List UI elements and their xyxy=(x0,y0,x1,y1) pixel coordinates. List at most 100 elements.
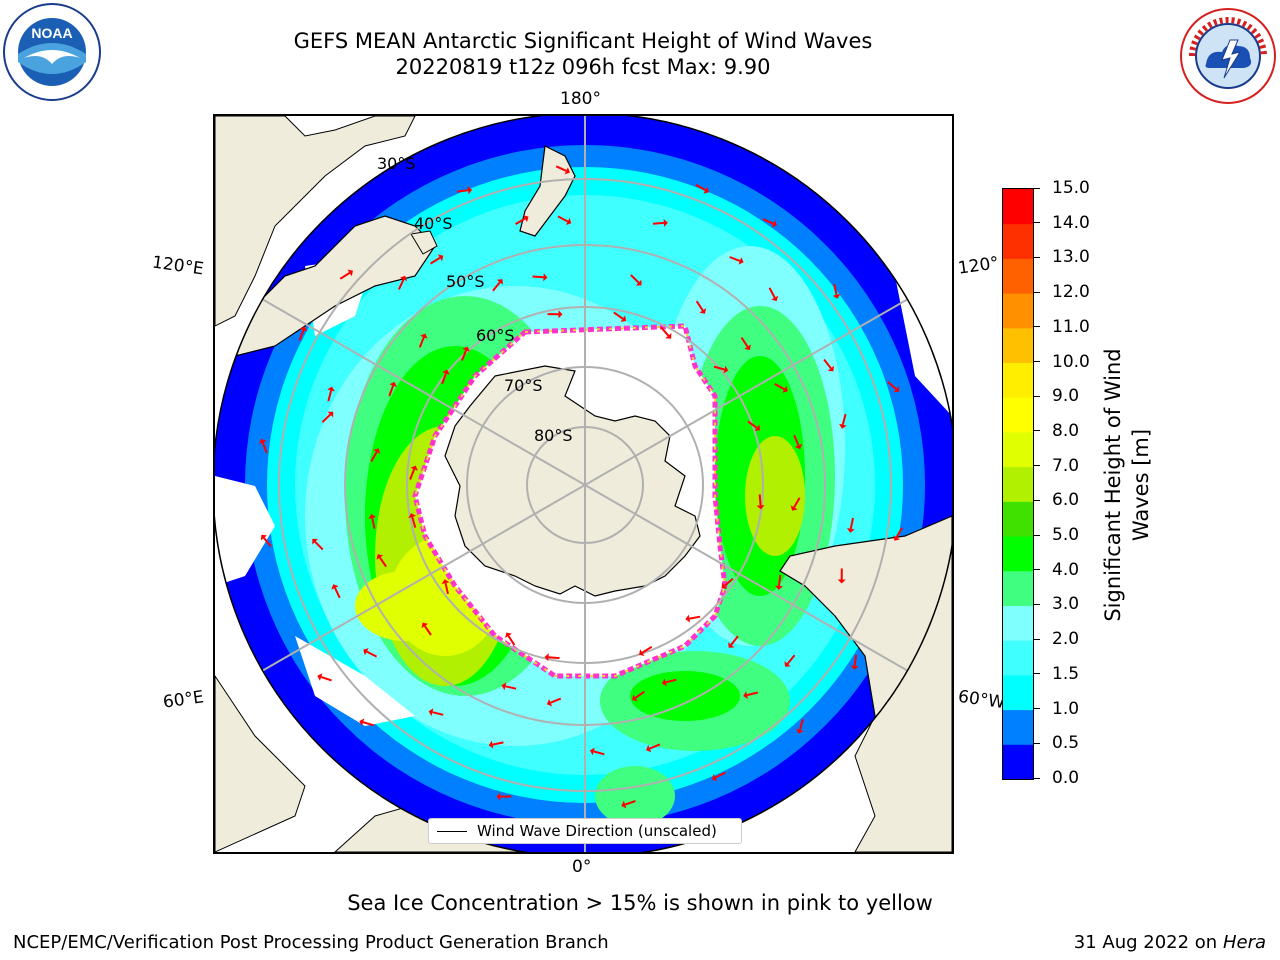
colorbar-tick-label: 5.0 xyxy=(1052,525,1080,546)
wind-arrow xyxy=(641,645,653,654)
colorbar-tick-label: 6.0 xyxy=(1052,490,1080,511)
wind-arrow-head xyxy=(496,279,503,285)
wind-arrow xyxy=(786,654,796,665)
colorbar-swatch xyxy=(1003,223,1033,259)
wind-arrow xyxy=(740,337,749,348)
wind-arrow xyxy=(505,685,517,690)
wind-arrow xyxy=(798,719,804,731)
wind-arrow-head xyxy=(743,691,748,699)
wind-arrow-head xyxy=(260,534,267,541)
colorbar-label: Significant Height of Wind Waves [m] xyxy=(1101,348,1153,622)
colorbar-tick-label: 0.5 xyxy=(1052,733,1080,754)
wind-arrow-head xyxy=(327,411,334,418)
wind-arrow xyxy=(613,311,624,320)
wave-height-field xyxy=(215,116,952,852)
colorbar-swatch xyxy=(1003,293,1033,329)
wind-arrow-head xyxy=(839,423,847,429)
colorbar-swatch xyxy=(1003,640,1033,676)
colorbar-swatch xyxy=(1003,466,1033,502)
wind-arrow xyxy=(557,215,569,223)
wind-arrow xyxy=(339,272,351,280)
wind-arrow-head xyxy=(756,505,765,510)
wind-arrow xyxy=(423,625,432,636)
wind-arrow-head xyxy=(661,678,667,687)
wind-arrow-head xyxy=(558,310,563,319)
wind-arrow xyxy=(833,283,838,296)
colorbar-tick-mark xyxy=(1034,673,1040,675)
wind-arrow xyxy=(457,189,469,193)
wind-arrow-head xyxy=(437,254,444,262)
wind-arrow-head xyxy=(794,443,803,450)
colorbar-tick-label: 3.0 xyxy=(1052,594,1080,615)
footer-branch: NCEP/EMC/Verification Post Processing Pr… xyxy=(13,932,609,953)
wind-arrow xyxy=(261,442,268,454)
wind-arrow xyxy=(758,494,762,506)
wind-arrow xyxy=(634,690,645,699)
wind-arrow-head xyxy=(775,585,783,590)
wind-arrow xyxy=(411,516,417,528)
wind-arrow-head xyxy=(347,269,353,277)
wind-arrow-head xyxy=(421,622,429,629)
wind-arrow-head xyxy=(312,538,318,545)
wind-arrow xyxy=(298,329,305,341)
colorbar-swatch xyxy=(1003,744,1033,780)
wind-arrow-head xyxy=(399,275,408,282)
wind-arrow xyxy=(409,468,416,480)
wind-arrow-head xyxy=(771,295,779,302)
wind-arrow xyxy=(320,676,332,682)
wind-arrow xyxy=(793,497,801,508)
colorbar-tick-label: 10.0 xyxy=(1052,351,1090,372)
wind-arrow-head xyxy=(784,661,791,667)
wind-arrow xyxy=(432,711,444,716)
wind-arrow xyxy=(444,582,449,595)
footer-date: 31 Aug 2022 on Hera xyxy=(1074,932,1266,953)
wind-arrow xyxy=(263,537,272,548)
wind-arrow xyxy=(695,183,706,192)
wind-arrow-head xyxy=(635,279,642,286)
wind-arrow-head xyxy=(327,386,335,392)
colorbar-tick-label: 2.0 xyxy=(1052,629,1080,650)
wind-arrow-head xyxy=(621,800,627,809)
wind-arrow-head xyxy=(359,718,365,727)
wind-arrow xyxy=(660,326,670,337)
wind-arrow-head xyxy=(846,528,855,533)
colorbar-swatch xyxy=(1003,605,1033,641)
wind-arrow xyxy=(849,517,854,529)
colorbar-tick-mark xyxy=(1034,326,1040,328)
wind-arrow xyxy=(593,750,605,756)
wind-arrow-head xyxy=(721,582,728,589)
wind-arrow-head xyxy=(496,792,501,801)
colorbar-tick-mark xyxy=(1034,742,1040,744)
colorbar-tick-mark xyxy=(1034,708,1040,710)
colorbar-tick-label: 4.0 xyxy=(1052,559,1080,580)
wind-arrow-head xyxy=(523,215,529,223)
wind-arrow xyxy=(895,527,903,538)
colorbar-tick-mark xyxy=(1034,465,1040,467)
colorbar-tick-label: 11.0 xyxy=(1052,316,1090,337)
wind-arrow-head xyxy=(389,381,397,388)
wind-arrow-head xyxy=(837,579,846,584)
wind-arrow xyxy=(492,741,504,746)
wind-arrow-head xyxy=(410,465,418,471)
colorbar-tick-mark xyxy=(1034,395,1040,397)
wind-arrow-head xyxy=(543,273,548,282)
lat-label-30s: 30°S xyxy=(377,154,416,173)
wind-arrow xyxy=(841,413,847,426)
wind-arrow xyxy=(334,587,341,599)
colorbar-tick-label: 13.0 xyxy=(1052,247,1090,268)
lat-label-60s: 60°S xyxy=(476,326,515,345)
wind-arrow-head xyxy=(699,308,707,314)
colorbar-tick-label: 15.0 xyxy=(1052,178,1090,198)
wind-arrow-head xyxy=(796,728,804,734)
colorbar-tick-mark xyxy=(1034,569,1040,571)
wind-arrow-head xyxy=(564,167,570,175)
lon-label-60e: 60°E xyxy=(161,687,206,713)
wind-arrow xyxy=(366,650,378,658)
wind-arrow xyxy=(652,221,664,225)
wind-arrow-head xyxy=(646,744,652,753)
colorbar-tick-label: 1.0 xyxy=(1052,698,1080,719)
wind-arrow xyxy=(695,300,704,311)
wind-arrow xyxy=(887,381,897,390)
wind-arrow xyxy=(774,383,785,391)
wind-arrow-head xyxy=(754,424,761,431)
